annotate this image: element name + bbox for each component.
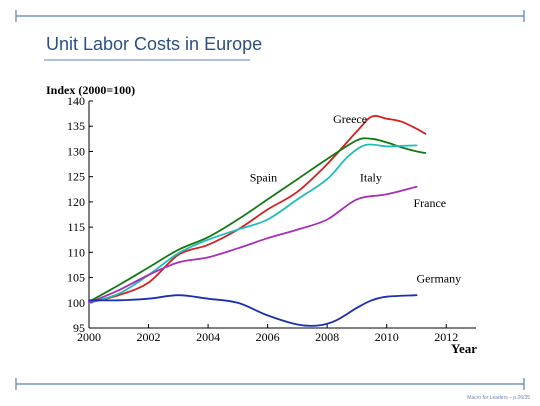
y-tick-label: 105 — [67, 271, 85, 285]
x-tick-label: 2008 — [315, 330, 339, 344]
y-tick-label: 115 — [67, 220, 85, 234]
series-label-germany: Germany — [416, 272, 461, 286]
y-tick-label: 135 — [67, 119, 85, 133]
y-tick-label: 95 — [73, 321, 85, 335]
x-tick-label: 2004 — [196, 330, 220, 344]
slide-title: Unit Labor Costs in Europe — [46, 34, 263, 54]
y-tick-label: 110 — [67, 245, 85, 259]
slide-footer: Macro for Leaders – p.26/35 — [467, 395, 530, 401]
y-axis-label: Index (2000=100) — [46, 83, 135, 97]
x-tick-label: 2006 — [256, 330, 280, 344]
x-axis-label: Year — [451, 341, 477, 356]
y-tick-label: 125 — [67, 170, 85, 184]
series-line-germany — [88, 294, 418, 327]
series-label-france: France — [413, 196, 446, 210]
series-line-france — [88, 185, 418, 304]
x-tick-label: 2012 — [434, 330, 458, 344]
y-tick-label: 120 — [67, 195, 85, 209]
y-tick-label: 100 — [67, 296, 85, 310]
series-label-spain: Spain — [250, 171, 277, 185]
series-line-greece — [88, 115, 427, 304]
x-tick-label: 2000 — [77, 330, 101, 344]
x-tick-label: 2002 — [137, 330, 161, 344]
y-tick-label: 140 — [67, 94, 85, 108]
series-line-spain — [88, 137, 427, 303]
x-tick-label: 2010 — [375, 330, 399, 344]
y-tick-label: 130 — [67, 144, 85, 158]
series-line-italy — [88, 143, 418, 304]
series-label-italy: Italy — [360, 171, 382, 185]
series-label-greece: Greece — [333, 112, 367, 126]
